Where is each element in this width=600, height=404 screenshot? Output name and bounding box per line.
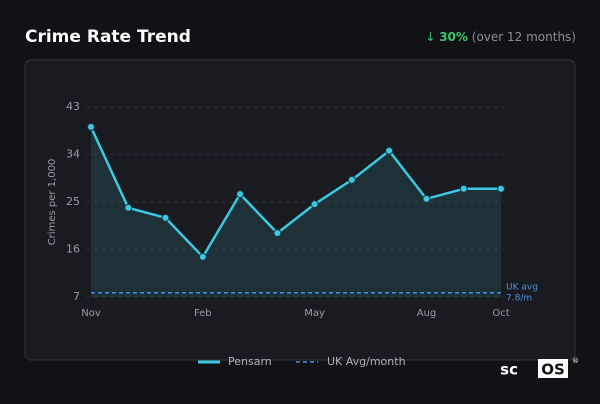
brand-box — [538, 359, 568, 378]
brand-prefix: sc — [500, 361, 518, 379]
x-tick-label: May — [304, 308, 325, 319]
legend-label: UK Avg/month — [327, 355, 406, 368]
point — [87, 123, 95, 132]
y-tick-label: 16 — [66, 243, 80, 256]
x-tick-label: Nov — [81, 308, 101, 319]
y-axis-label: Crimes per 1,000 — [47, 159, 58, 246]
brand-boxed: OS — [541, 361, 565, 379]
plot: 7 16 25 34 43 Nov Feb May Aug Oct Pensarn UK avg7.8… — [66, 100, 538, 368]
y-tick-label: 7 — [73, 290, 80, 303]
legend-label: Pensarn — [228, 355, 272, 368]
point — [310, 200, 319, 209]
point — [347, 175, 356, 184]
change-arrow: ↓ — [425, 30, 435, 44]
x-tick-label: Oct — [492, 308, 509, 319]
reference-label: UK avg — [506, 282, 538, 292]
y-tick-label: 25 — [66, 195, 80, 208]
point — [385, 146, 394, 155]
y-tick-label: 43 — [66, 100, 80, 113]
change-value: 30% — [439, 30, 468, 44]
x-tick-label: Aug — [417, 308, 437, 319]
point — [198, 252, 207, 261]
reference-value-label: 7.8/m — [506, 293, 532, 303]
area — [91, 127, 501, 297]
point — [161, 213, 170, 222]
point — [236, 190, 245, 199]
panel — [24, 59, 576, 361]
line — [89, 126, 501, 259]
point — [422, 194, 431, 203]
change: ↓ 30% (over 12 months) — [425, 30, 576, 44]
change-note: (over 12 months) — [472, 30, 576, 44]
point — [124, 203, 133, 212]
x-tick-label: Feb — [194, 308, 212, 319]
point — [273, 229, 282, 238]
brand-mark: ® — [572, 357, 579, 365]
point — [459, 184, 468, 193]
title: Crime Rate Trend — [25, 27, 191, 47]
y-tick-label: 34 — [66, 148, 80, 161]
point — [497, 184, 505, 193]
